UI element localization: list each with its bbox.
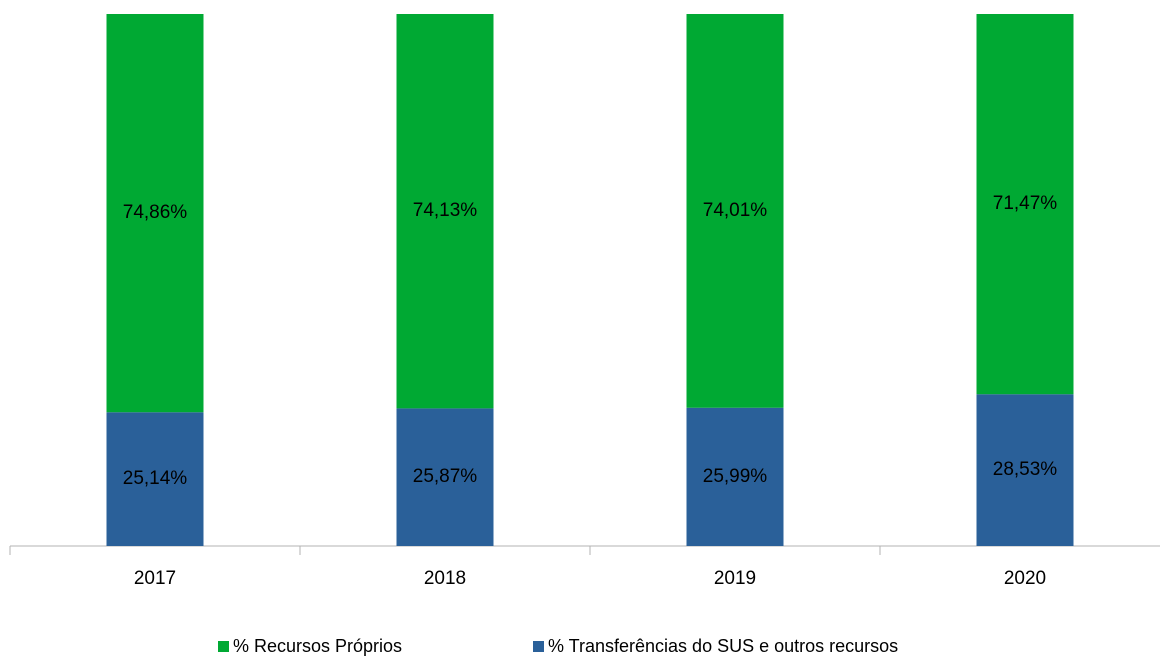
bar-segment [976, 14, 1074, 395]
legend-label: % Recursos Próprios [233, 636, 402, 656]
bar-segment [686, 14, 784, 408]
bar-segment [106, 412, 204, 546]
data-label: 28,53% [993, 459, 1058, 480]
bar-segment [686, 407, 784, 546]
legend: % Recursos Próprios % Transferências do S… [218, 636, 898, 656]
bar-segment [396, 14, 494, 409]
x-tick-label: 2019 [714, 568, 756, 589]
data-label: 74,86% [123, 202, 188, 223]
data-label: 25,99% [703, 466, 768, 487]
legend-label: % Transferências do SUS e outros recurso… [548, 636, 898, 656]
legend-swatch [218, 641, 229, 652]
data-label: 71,47% [993, 193, 1058, 214]
x-tick-label: 2020 [1004, 568, 1046, 589]
bar-segment [976, 394, 1074, 546]
bar-segment [106, 14, 204, 413]
x-tick-label: 2018 [424, 568, 466, 589]
legend-swatch [533, 641, 544, 652]
bar-segment [396, 408, 494, 546]
data-label: 74,01% [703, 200, 768, 221]
x-tick-label: 2017 [134, 568, 176, 589]
data-label: 74,13% [413, 200, 478, 221]
data-label: 25,87% [413, 466, 478, 487]
data-label: 25,14% [123, 468, 188, 489]
